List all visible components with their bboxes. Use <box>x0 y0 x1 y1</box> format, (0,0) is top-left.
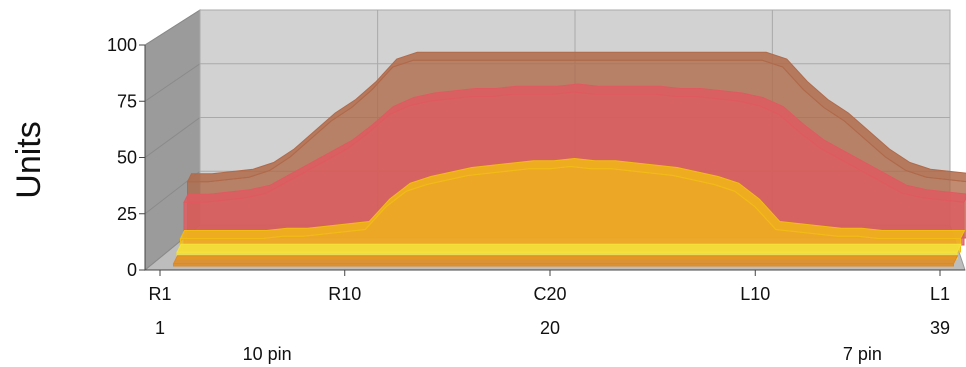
x-tick-label: R1 <box>148 284 171 304</box>
series-4-area <box>173 263 954 267</box>
x-annotation: 7 pin <box>843 344 882 364</box>
series-4-top <box>172 255 959 265</box>
y-axis-label: Units <box>10 121 48 198</box>
series-layer <box>172 51 966 267</box>
side-gridline <box>144 63 201 102</box>
x-tick-label: L10 <box>740 284 770 304</box>
y-tick-label: 100 <box>107 35 137 55</box>
series-2-area <box>180 165 961 253</box>
x-tick-label: L1 <box>930 284 950 304</box>
x-tick-label: R10 <box>328 284 361 304</box>
x-tick-label: C20 <box>533 284 566 304</box>
side-gridline <box>144 117 201 158</box>
y-tick-label: 50 <box>117 148 137 168</box>
y-tick-label: 0 <box>127 260 137 280</box>
y-tick-label: 25 <box>117 204 137 224</box>
x-index-label: 20 <box>540 318 560 338</box>
x-index-label: 1 <box>155 318 165 338</box>
axis-layer: 0 25 50 75 100 R1 R10 C20 L10 L1 1 20 39 10 pin 7 pin <box>107 35 965 364</box>
y-tick-label: 75 <box>117 91 137 111</box>
series-3-top <box>176 243 962 253</box>
x-annotation: 10 pin <box>243 344 292 364</box>
x-index-label: 39 <box>930 318 950 338</box>
side-gridline <box>144 9 201 46</box>
